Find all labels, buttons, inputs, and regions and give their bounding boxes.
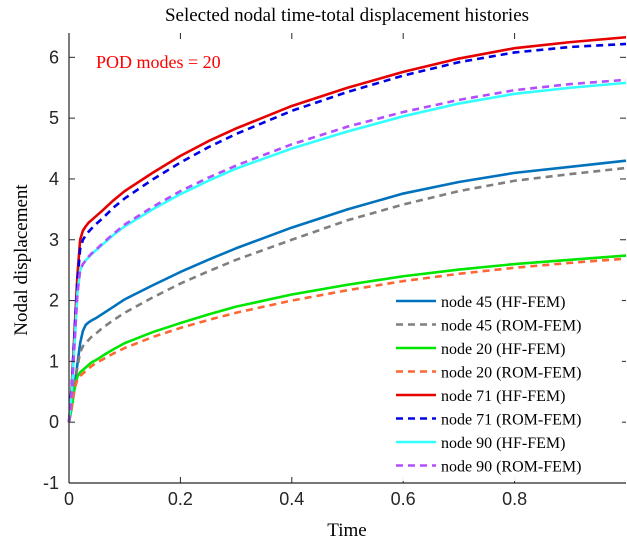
y-tick-label-0: -1 <box>43 473 59 493</box>
x-tick-label-4: 0.8 <box>502 489 527 509</box>
legend: node 45 (HF-FEM) node 45 (ROM-FEM) node 20… <box>390 287 622 481</box>
series-line-8 <box>67 78 627 423</box>
legend-label-4: node 20 (ROM-FEM) <box>441 365 581 382</box>
y-tick-label-7: 6 <box>49 47 59 67</box>
series-line-5 <box>67 35 627 423</box>
pod-modes-annotation: POD modes = 20 <box>96 52 221 72</box>
series-line-6 <box>67 42 627 423</box>
series-line-3 <box>67 254 627 423</box>
x-tick-label-0: 0 <box>64 489 74 509</box>
legend-label-8: node 90 (ROM-FEM) <box>441 459 581 476</box>
y-tick-label-3: 2 <box>49 291 59 311</box>
legend-label-1: node 45 (HF-FEM) <box>441 294 565 311</box>
legend-label-7: node 90 (HF-FEM) <box>441 435 565 452</box>
y-tick-label-6: 5 <box>49 108 59 128</box>
y-tick-label-4: 3 <box>49 230 59 250</box>
y-axis-label: Nodal displacement <box>11 184 32 336</box>
legend-label-3: node 20 (HF-FEM) <box>441 341 565 358</box>
x-axis-label: Time <box>327 520 366 541</box>
chart-title: Selected nodal time-total displacement h… <box>165 5 529 26</box>
x-tick-label-3: 0.6 <box>391 489 416 509</box>
series-line-4 <box>67 257 627 423</box>
series-line-1 <box>67 159 627 423</box>
series-layer <box>67 35 627 423</box>
y-tick-label-2: 1 <box>49 351 59 371</box>
x-tick-label-1: 0.2 <box>168 489 193 509</box>
legend-label-5: node 71 (HF-FEM) <box>441 388 565 405</box>
x-tick-label-2: 0.4 <box>279 489 304 509</box>
y-tick-label-1: 0 <box>49 412 59 432</box>
y-tick-label-5: 4 <box>49 169 59 189</box>
legend-box <box>390 287 622 481</box>
legend-label-6: node 71 (ROM-FEM) <box>441 412 581 429</box>
legend-label-2: node 45 (ROM-FEM) <box>441 318 581 335</box>
series-line-2 <box>67 166 627 423</box>
